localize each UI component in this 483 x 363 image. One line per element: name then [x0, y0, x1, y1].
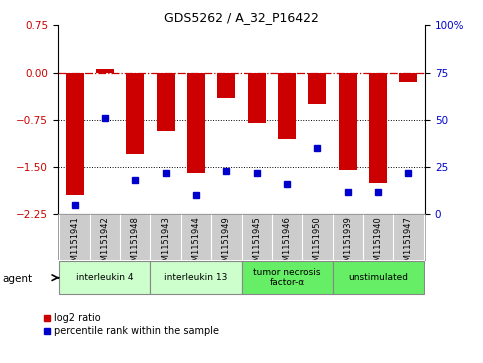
Text: GSM1151948: GSM1151948: [131, 216, 140, 272]
Text: GSM1151949: GSM1151949: [222, 216, 231, 272]
Text: GSM1151947: GSM1151947: [404, 216, 413, 272]
Text: interleukin 4: interleukin 4: [76, 273, 134, 282]
Bar: [248, 73, 266, 123]
Bar: [151, 261, 242, 294]
Bar: [332, 261, 424, 294]
Title: GDS5262 / A_32_P16422: GDS5262 / A_32_P16422: [164, 11, 319, 24]
Text: GSM1151950: GSM1151950: [313, 216, 322, 272]
Bar: [369, 73, 387, 183]
Bar: [156, 73, 175, 131]
Text: unstimulated: unstimulated: [348, 273, 408, 282]
Text: agent: agent: [2, 274, 32, 284]
Text: GSM1151943: GSM1151943: [161, 216, 170, 272]
Text: interleukin 13: interleukin 13: [164, 273, 227, 282]
Bar: [278, 73, 296, 139]
Bar: [187, 73, 205, 173]
Bar: [399, 73, 417, 82]
Text: GSM1151940: GSM1151940: [373, 216, 383, 272]
Bar: [96, 69, 114, 73]
Bar: [126, 73, 144, 154]
Text: GSM1151939: GSM1151939: [343, 216, 352, 272]
Bar: [308, 73, 327, 104]
Bar: [66, 73, 84, 195]
Legend: log2 ratio, percentile rank within the sample: log2 ratio, percentile rank within the s…: [43, 313, 219, 337]
Bar: [242, 261, 332, 294]
Text: GSM1151945: GSM1151945: [252, 216, 261, 272]
Bar: [217, 73, 235, 98]
Text: tumor necrosis
factor-α: tumor necrosis factor-α: [253, 268, 321, 287]
Text: GSM1151942: GSM1151942: [100, 216, 110, 272]
Text: GSM1151946: GSM1151946: [283, 216, 292, 272]
Text: GSM1151944: GSM1151944: [191, 216, 200, 272]
Bar: [339, 73, 357, 170]
Text: GSM1151941: GSM1151941: [70, 216, 79, 272]
Bar: [59, 261, 151, 294]
